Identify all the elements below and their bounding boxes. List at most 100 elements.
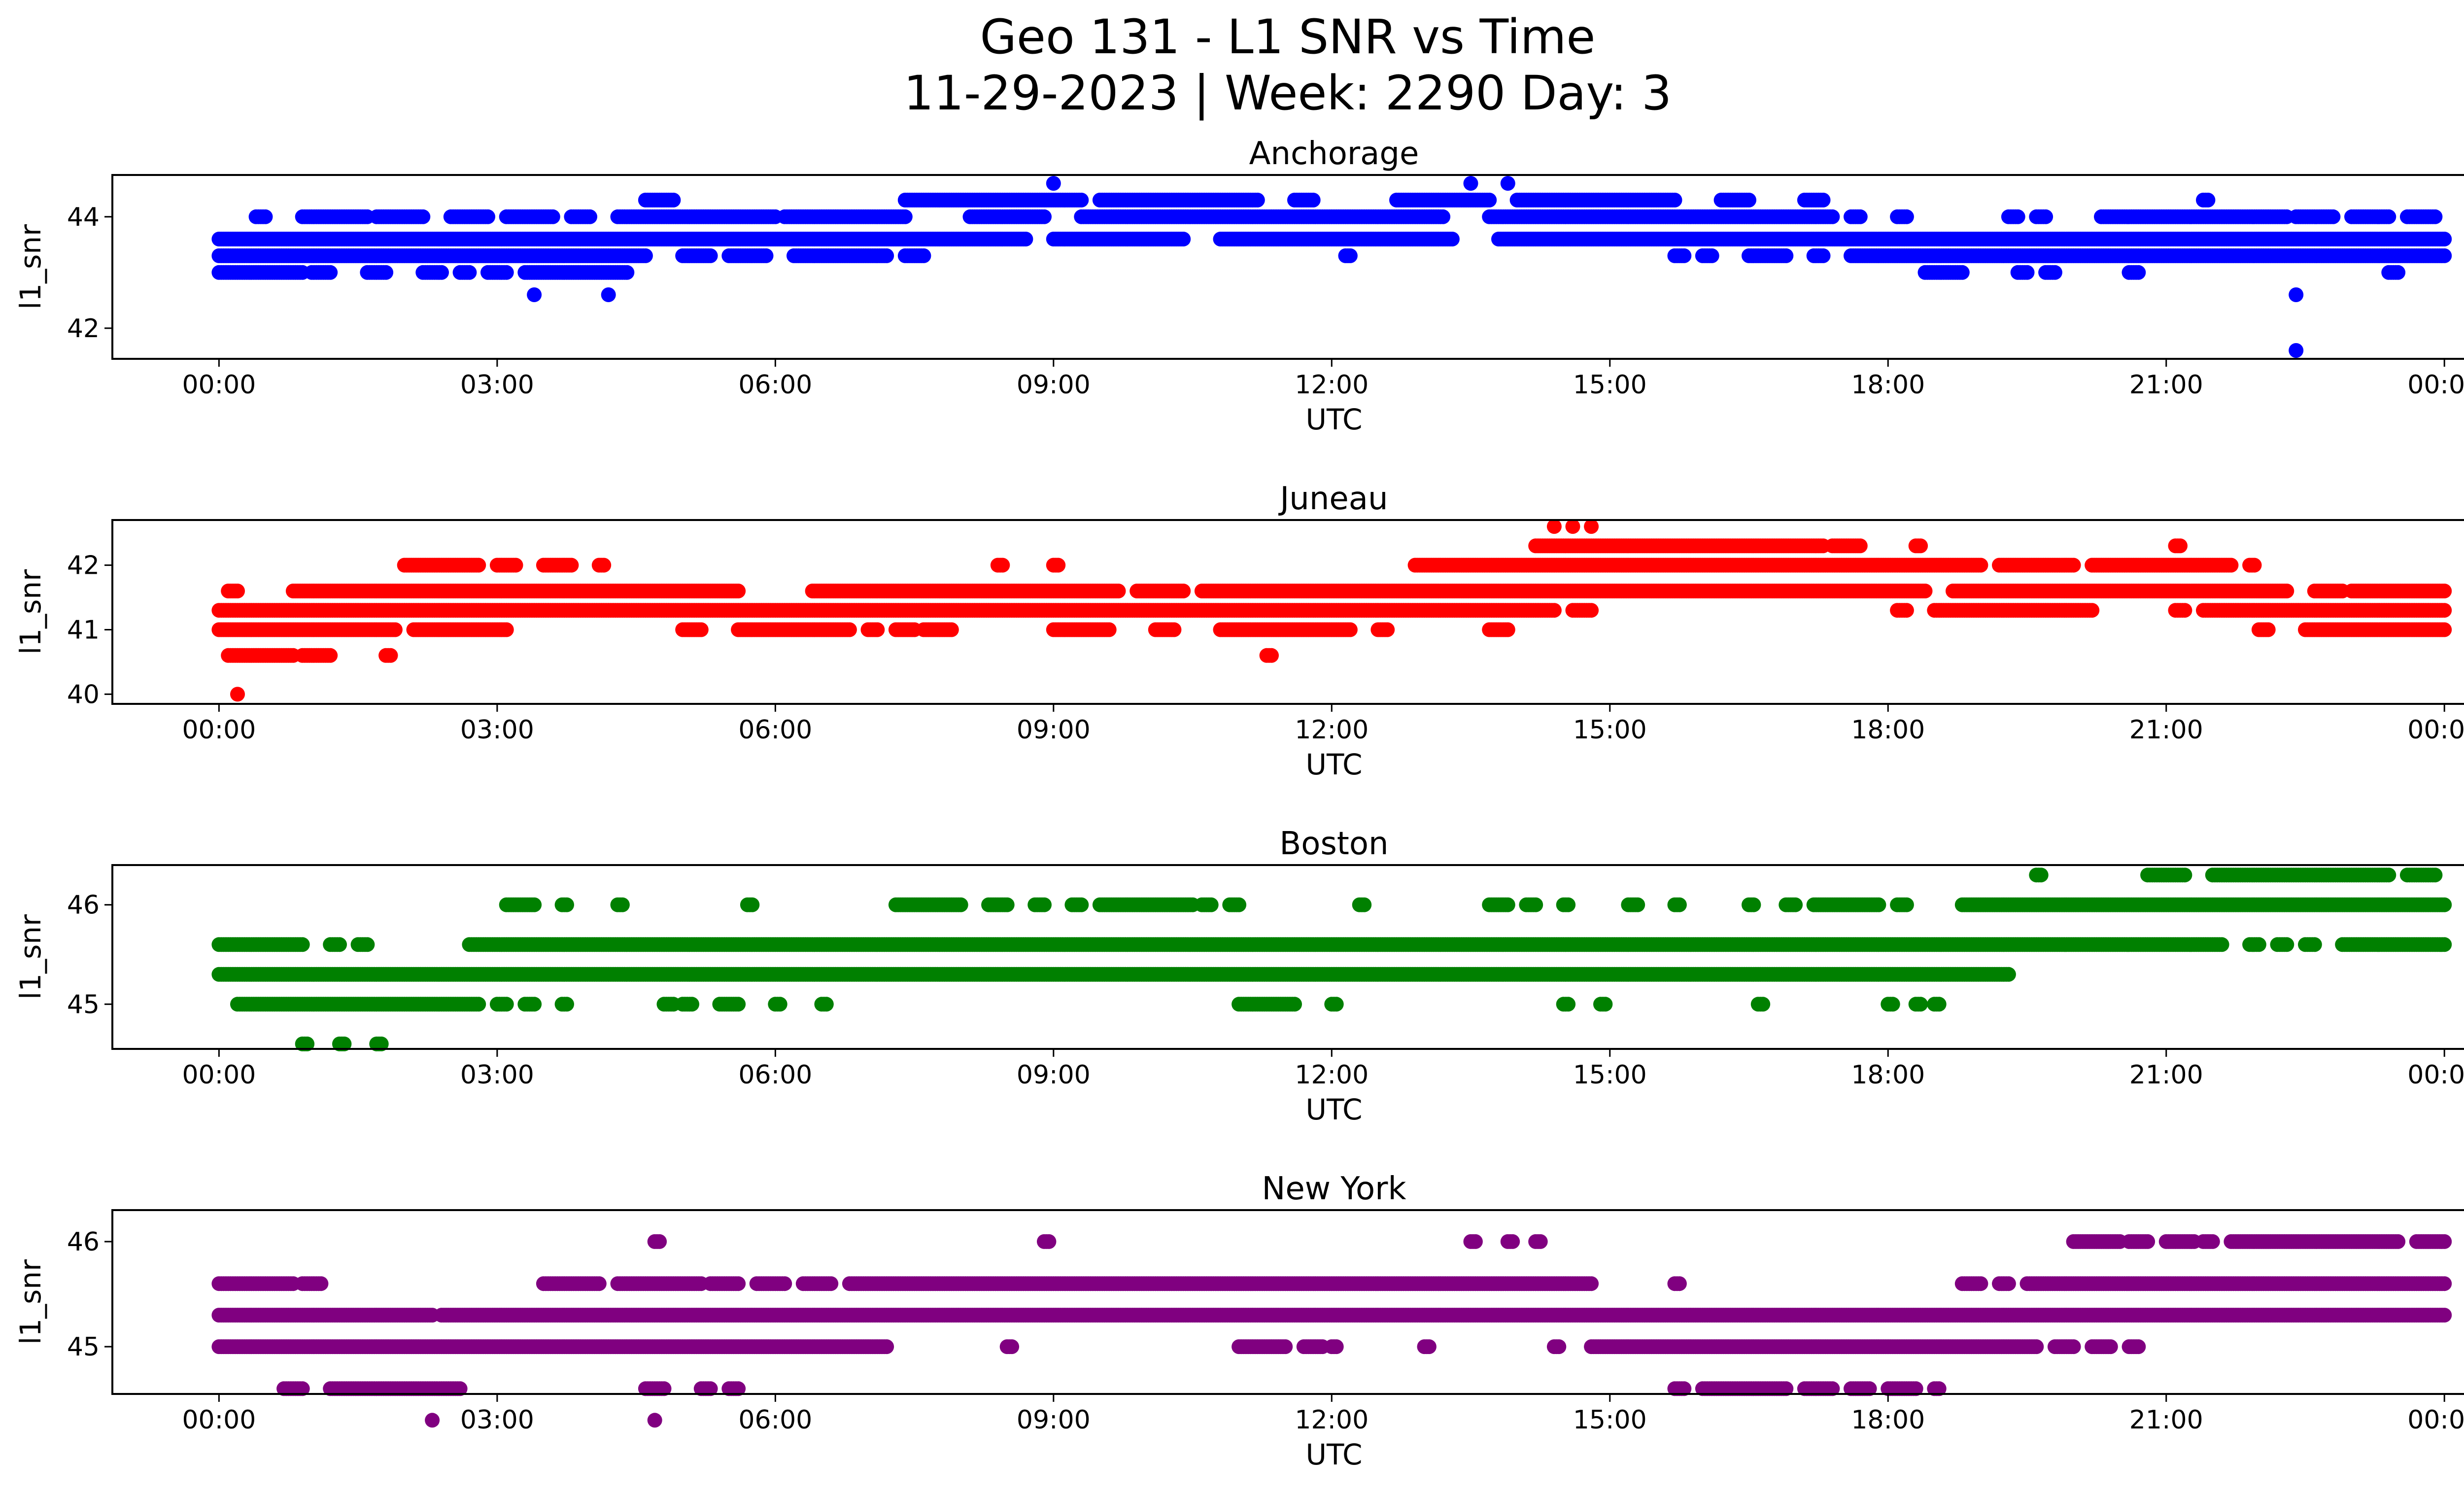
data-point — [2279, 584, 2294, 598]
data-point — [1584, 603, 1599, 618]
data-point — [499, 265, 514, 280]
y-axis-label: l1_snr — [14, 224, 47, 310]
data-point — [1264, 648, 1279, 663]
data-point — [508, 557, 523, 573]
data-point — [2085, 603, 2100, 618]
data-point — [1463, 176, 1478, 191]
data-point — [619, 265, 635, 280]
data-point — [1305, 192, 1321, 208]
x-tick-label: 03:00 — [460, 370, 534, 400]
subplots: Anchorage 00:00 03:00 06:00 09:00 12:00 15:00 1… — [14, 136, 2464, 1471]
data-point — [383, 648, 398, 663]
data-point — [2019, 265, 2035, 280]
data-point — [944, 622, 959, 637]
data-point — [499, 622, 514, 637]
data-point — [2437, 584, 2452, 598]
data-point — [1380, 622, 1395, 637]
data-point — [2289, 343, 2304, 358]
chart-title-line1: Geo 131 - L1 SNR vs Time — [980, 9, 1596, 65]
data-point — [703, 248, 718, 263]
data-point — [258, 209, 273, 224]
data-point — [2437, 248, 2452, 263]
data-point — [1899, 209, 1914, 224]
data-points — [211, 176, 2452, 358]
x-tick-label: 00:00 — [2407, 370, 2464, 400]
data-point — [2381, 209, 2396, 224]
data-point — [2177, 603, 2192, 618]
data-point — [1742, 192, 1756, 208]
data-point — [638, 248, 653, 263]
data-point — [2038, 209, 2053, 224]
x-tick-label: 21:00 — [2129, 370, 2203, 400]
data-point — [1046, 176, 1061, 191]
data-point — [1852, 209, 1868, 224]
data-point — [842, 622, 857, 637]
data-point — [2260, 622, 2276, 637]
data-point — [666, 192, 681, 208]
data-point — [1704, 248, 1719, 263]
data-point — [564, 557, 579, 573]
subplot-title: Anchorage — [1249, 136, 1419, 172]
data-point — [1899, 603, 1914, 618]
data-point — [378, 265, 394, 280]
data-point — [1444, 232, 1460, 246]
data-point — [545, 209, 560, 224]
x-tick-label: 06:00 — [738, 370, 812, 400]
data-point — [1917, 584, 1933, 598]
data-point — [1166, 622, 1182, 637]
data-point — [1250, 192, 1265, 208]
data-point — [601, 287, 616, 302]
data-point — [2326, 209, 2341, 224]
data-point — [2047, 265, 2062, 280]
data-point — [1037, 209, 1052, 224]
data-point — [2428, 209, 2443, 224]
data-point — [916, 248, 931, 263]
x-tick-label: 12:00 — [1295, 370, 1369, 400]
data-point — [415, 209, 431, 224]
subplot-title: Juneau — [1278, 481, 1388, 517]
data-point — [1546, 603, 1562, 618]
data-point — [1111, 584, 1126, 598]
data-point — [323, 648, 338, 663]
data-point — [1482, 192, 1497, 208]
data-point — [1500, 176, 1515, 191]
x-tick-label: 18:00 — [1851, 370, 1925, 400]
x-axis-label: UTC — [1306, 403, 1363, 436]
data-point — [2131, 265, 2146, 280]
data-point — [2200, 192, 2216, 208]
data-point — [323, 265, 338, 280]
data-point — [870, 622, 885, 637]
data-point — [2391, 265, 2406, 280]
data-point — [1074, 192, 1089, 208]
data-point — [1176, 232, 1191, 246]
data-point — [1342, 622, 1358, 637]
data-point — [596, 557, 612, 573]
data-point — [527, 287, 542, 302]
data-point — [1667, 192, 1682, 208]
data-point — [1436, 209, 1451, 224]
data-point — [1954, 265, 1970, 280]
data-point — [2289, 287, 2304, 302]
data-point — [1677, 248, 1692, 263]
data-point — [2437, 603, 2452, 618]
data-point — [462, 265, 477, 280]
x-tick-label: 09:00 — [1017, 370, 1091, 400]
data-point — [758, 248, 774, 263]
data-point — [1176, 584, 1191, 598]
data-point — [1825, 209, 1840, 224]
data-point — [480, 209, 495, 224]
data-point — [731, 584, 746, 598]
data-point — [1018, 232, 1033, 246]
data-point — [2437, 622, 2452, 637]
data-point — [434, 265, 449, 280]
data-point — [693, 622, 709, 637]
x-tick-label: 15:00 — [1573, 370, 1647, 400]
y-tick-label: 44 — [67, 203, 100, 232]
data-point — [2437, 232, 2452, 246]
data-point — [1051, 557, 1066, 573]
x-tick-label: 00:00 — [182, 370, 256, 400]
subplot-anchorage: Anchorage 00:00 03:00 06:00 09:00 12:00 15:00 1… — [14, 136, 2464, 436]
data-point — [897, 209, 913, 224]
data-point — [1815, 248, 1831, 263]
